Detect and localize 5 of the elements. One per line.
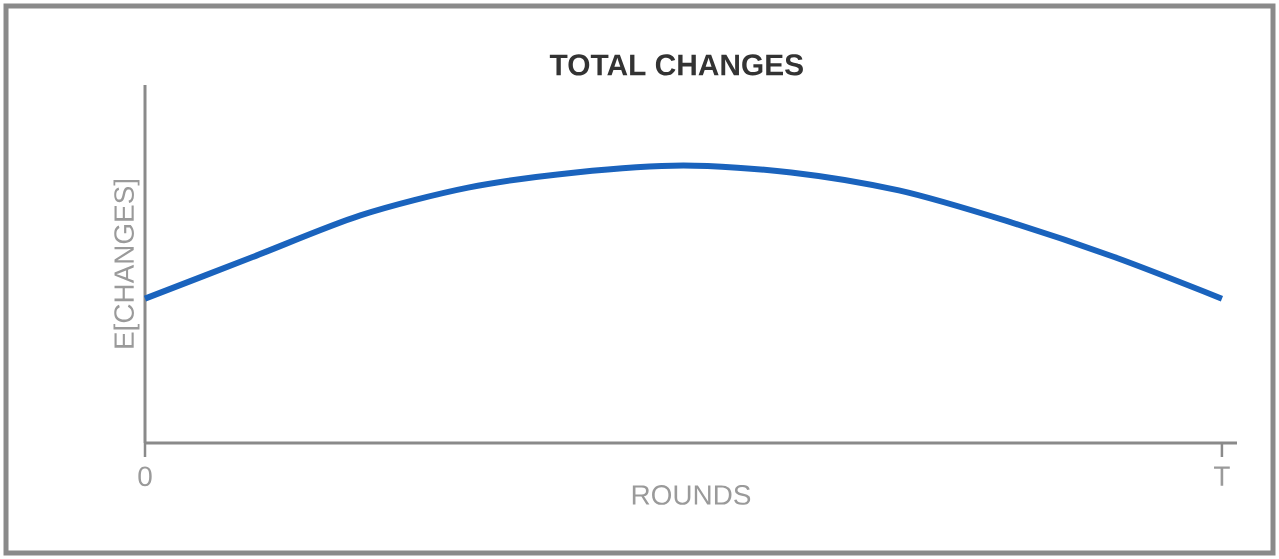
chart-title: TOTAL CHANGES	[549, 54, 803, 76]
y-axis-title: E[CHANGES]	[113, 179, 140, 348]
x-axis-title: ROUNDS	[632, 485, 751, 505]
x-tick-label: T	[1214, 466, 1230, 486]
x-tick-label: 0	[138, 466, 152, 487]
